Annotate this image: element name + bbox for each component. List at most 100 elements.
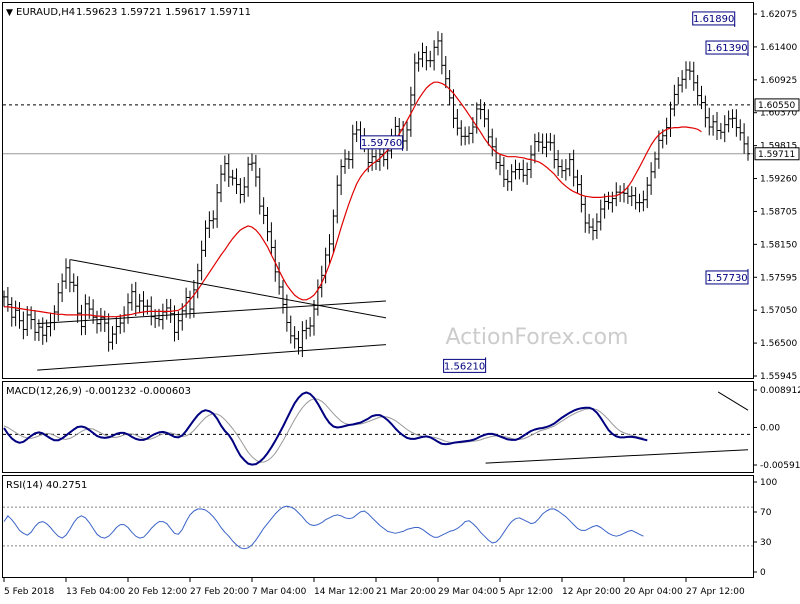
y-axis-tick-label: 1.61400 <box>760 43 797 53</box>
price-bar <box>672 84 677 117</box>
price-bar <box>563 159 568 181</box>
price-bar <box>211 210 216 229</box>
price-bar <box>684 61 688 89</box>
price-bar <box>222 155 227 182</box>
price-callout-box <box>360 135 404 150</box>
price-bar <box>300 321 305 358</box>
price-bar <box>335 175 340 224</box>
price-callout-label: 1.61390 <box>706 43 747 54</box>
header-arrow[interactable]: ▼ <box>6 8 13 18</box>
price-bar <box>715 111 719 141</box>
price-bar <box>656 130 661 169</box>
price-bar <box>188 290 192 319</box>
price-bar <box>653 151 657 179</box>
price-bar <box>269 222 274 255</box>
price-bar <box>381 147 386 167</box>
price-bar <box>730 109 735 129</box>
price-bar <box>13 300 18 327</box>
price-trendline <box>37 344 387 371</box>
price-callout-box <box>705 270 749 285</box>
price-bar <box>598 199 603 231</box>
ema-series <box>4 81 702 318</box>
price-callout: 1.61390 <box>705 40 749 57</box>
price-bar <box>552 134 557 169</box>
price-callout-box <box>692 11 736 26</box>
axis-price-marker-box <box>754 98 800 112</box>
price-bar <box>560 159 564 178</box>
price-bar <box>21 311 26 340</box>
price-bar <box>664 117 669 145</box>
price-bar <box>36 319 41 342</box>
price-bar <box>513 159 518 180</box>
price-bar <box>25 306 30 337</box>
price-bar <box>614 182 619 207</box>
price-bar <box>594 213 599 239</box>
price-bar <box>48 312 53 337</box>
price-bar <box>722 115 727 143</box>
price-bars <box>2 31 750 358</box>
price-bar <box>110 326 115 350</box>
price-bar <box>536 132 541 152</box>
price-bar <box>129 283 134 311</box>
y-axis-tick-label: 1.59815 <box>760 142 797 152</box>
y-axis-tick-label: 1.60370 <box>760 109 797 119</box>
x-axis-tick-label: 5 Feb 2018 <box>4 587 55 597</box>
price-bar <box>637 193 642 213</box>
price-bar <box>699 85 704 110</box>
macd-trendline <box>717 391 749 411</box>
price-bar <box>579 174 584 213</box>
reference-lines <box>3 104 753 547</box>
price-bar <box>498 153 502 176</box>
price-trendline <box>37 300 386 325</box>
x-axis-labels: 5 Feb 2018 13 Feb 04:00 20 Feb 12:00 27 Feb… <box>3 578 745 597</box>
price-bar <box>350 124 355 169</box>
price-bar <box>137 293 142 313</box>
price-bar <box>343 149 347 174</box>
price-bar <box>308 317 313 337</box>
y-axis-tick-label: 0.00 <box>760 424 780 434</box>
price-bar <box>432 40 437 71</box>
price-bar <box>160 303 165 330</box>
price-bar <box>33 310 37 341</box>
price-bar <box>52 305 57 331</box>
price-bar <box>281 280 285 314</box>
price-bar <box>687 61 692 81</box>
price-bar <box>529 145 533 179</box>
price-bar <box>106 313 111 352</box>
x-axis-tick-label: 29 Mar 04:00 <box>438 587 498 597</box>
price-bar <box>230 169 235 186</box>
price-bar <box>133 281 138 316</box>
price-bar <box>60 273 65 302</box>
price-bar <box>633 187 638 210</box>
price-bar <box>288 315 293 344</box>
price-bar <box>455 108 460 136</box>
x-axis-tick-label: 5 Apr 12:00 <box>500 587 553 597</box>
price-bar <box>703 95 708 128</box>
price-bar <box>544 133 549 158</box>
rsi-title: RSI(14) 40.2751 <box>6 480 87 491</box>
price-callout-label: 1.61890 <box>693 14 734 25</box>
price-bar <box>463 126 468 146</box>
price-bar <box>2 290 6 307</box>
y-axis-tick-label: 1.57595 <box>760 273 797 283</box>
price-bar <box>474 102 479 134</box>
price-bar <box>64 258 68 289</box>
price-bar <box>40 317 45 345</box>
price-bar <box>242 177 247 203</box>
price-bar <box>645 176 650 209</box>
price-bar <box>478 99 483 120</box>
price-bar <box>412 53 417 105</box>
ema-line <box>4 81 702 318</box>
price-bar <box>602 193 607 219</box>
price-bar <box>416 51 421 72</box>
price-bar <box>436 31 440 56</box>
price-bar <box>203 220 208 257</box>
price-bar <box>738 119 743 141</box>
price-bar <box>408 86 413 137</box>
x-axis-tick-label: 14 Mar 12:00 <box>314 587 374 597</box>
price-bar <box>532 133 537 164</box>
y-axis-tick-label: 30 <box>760 538 772 548</box>
price-bar <box>95 310 99 334</box>
rsi-panel-frame <box>2 475 754 578</box>
price-bar <box>439 32 444 75</box>
